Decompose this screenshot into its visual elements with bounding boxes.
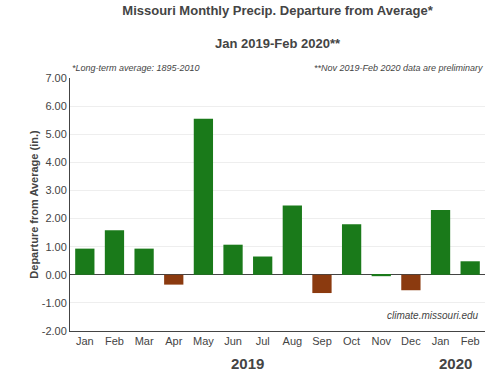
svg-text:2.00: 2.00 [45, 212, 66, 224]
svg-text:3.00: 3.00 [45, 184, 66, 196]
svg-text:Jan: Jan [432, 335, 450, 347]
svg-text:Sep: Sep [312, 335, 332, 347]
svg-text:1.00: 1.00 [45, 241, 66, 253]
svg-text:7.00: 7.00 [45, 72, 66, 84]
svg-text:4.00: 4.00 [45, 156, 66, 168]
svg-text:-2.00: -2.00 [42, 325, 67, 337]
svg-text:Feb: Feb [105, 335, 124, 347]
svg-text:Departure from Average (in.): Departure from Average (in.) [28, 130, 40, 279]
svg-text:2019: 2019 [231, 355, 264, 372]
svg-text:May: May [193, 335, 214, 347]
svg-text:Mar: Mar [135, 335, 154, 347]
svg-text:6.00: 6.00 [45, 100, 66, 112]
svg-text:**Nov 2019-Feb 2020 data are p: **Nov 2019-Feb 2020 data are preliminary [314, 63, 483, 73]
svg-text:Dec: Dec [401, 335, 421, 347]
svg-text:Feb: Feb [461, 335, 480, 347]
svg-text:Jun: Jun [224, 335, 242, 347]
svg-text:Aug: Aug [283, 335, 303, 347]
svg-text:Oct: Oct [343, 335, 360, 347]
svg-text:Jan 2019-Feb 2020**: Jan 2019-Feb 2020** [215, 36, 341, 51]
svg-text:Apr: Apr [165, 335, 182, 347]
svg-text:Missouri Monthly Precip. Depar: Missouri Monthly Precip. Departure from … [122, 3, 433, 18]
svg-text:Jan: Jan [76, 335, 94, 347]
svg-text:Nov: Nov [371, 335, 391, 347]
svg-text:Jul: Jul [256, 335, 270, 347]
svg-text:5.00: 5.00 [45, 128, 66, 140]
svg-text:2020: 2020 [439, 355, 472, 372]
svg-text:0.00: 0.00 [45, 269, 66, 281]
svg-text:-1.00: -1.00 [42, 297, 67, 309]
svg-text:*Long-term average: 1895-2010: *Long-term average: 1895-2010 [72, 63, 200, 73]
svg-text:climate.missouri.edu: climate.missouri.edu [387, 310, 479, 321]
